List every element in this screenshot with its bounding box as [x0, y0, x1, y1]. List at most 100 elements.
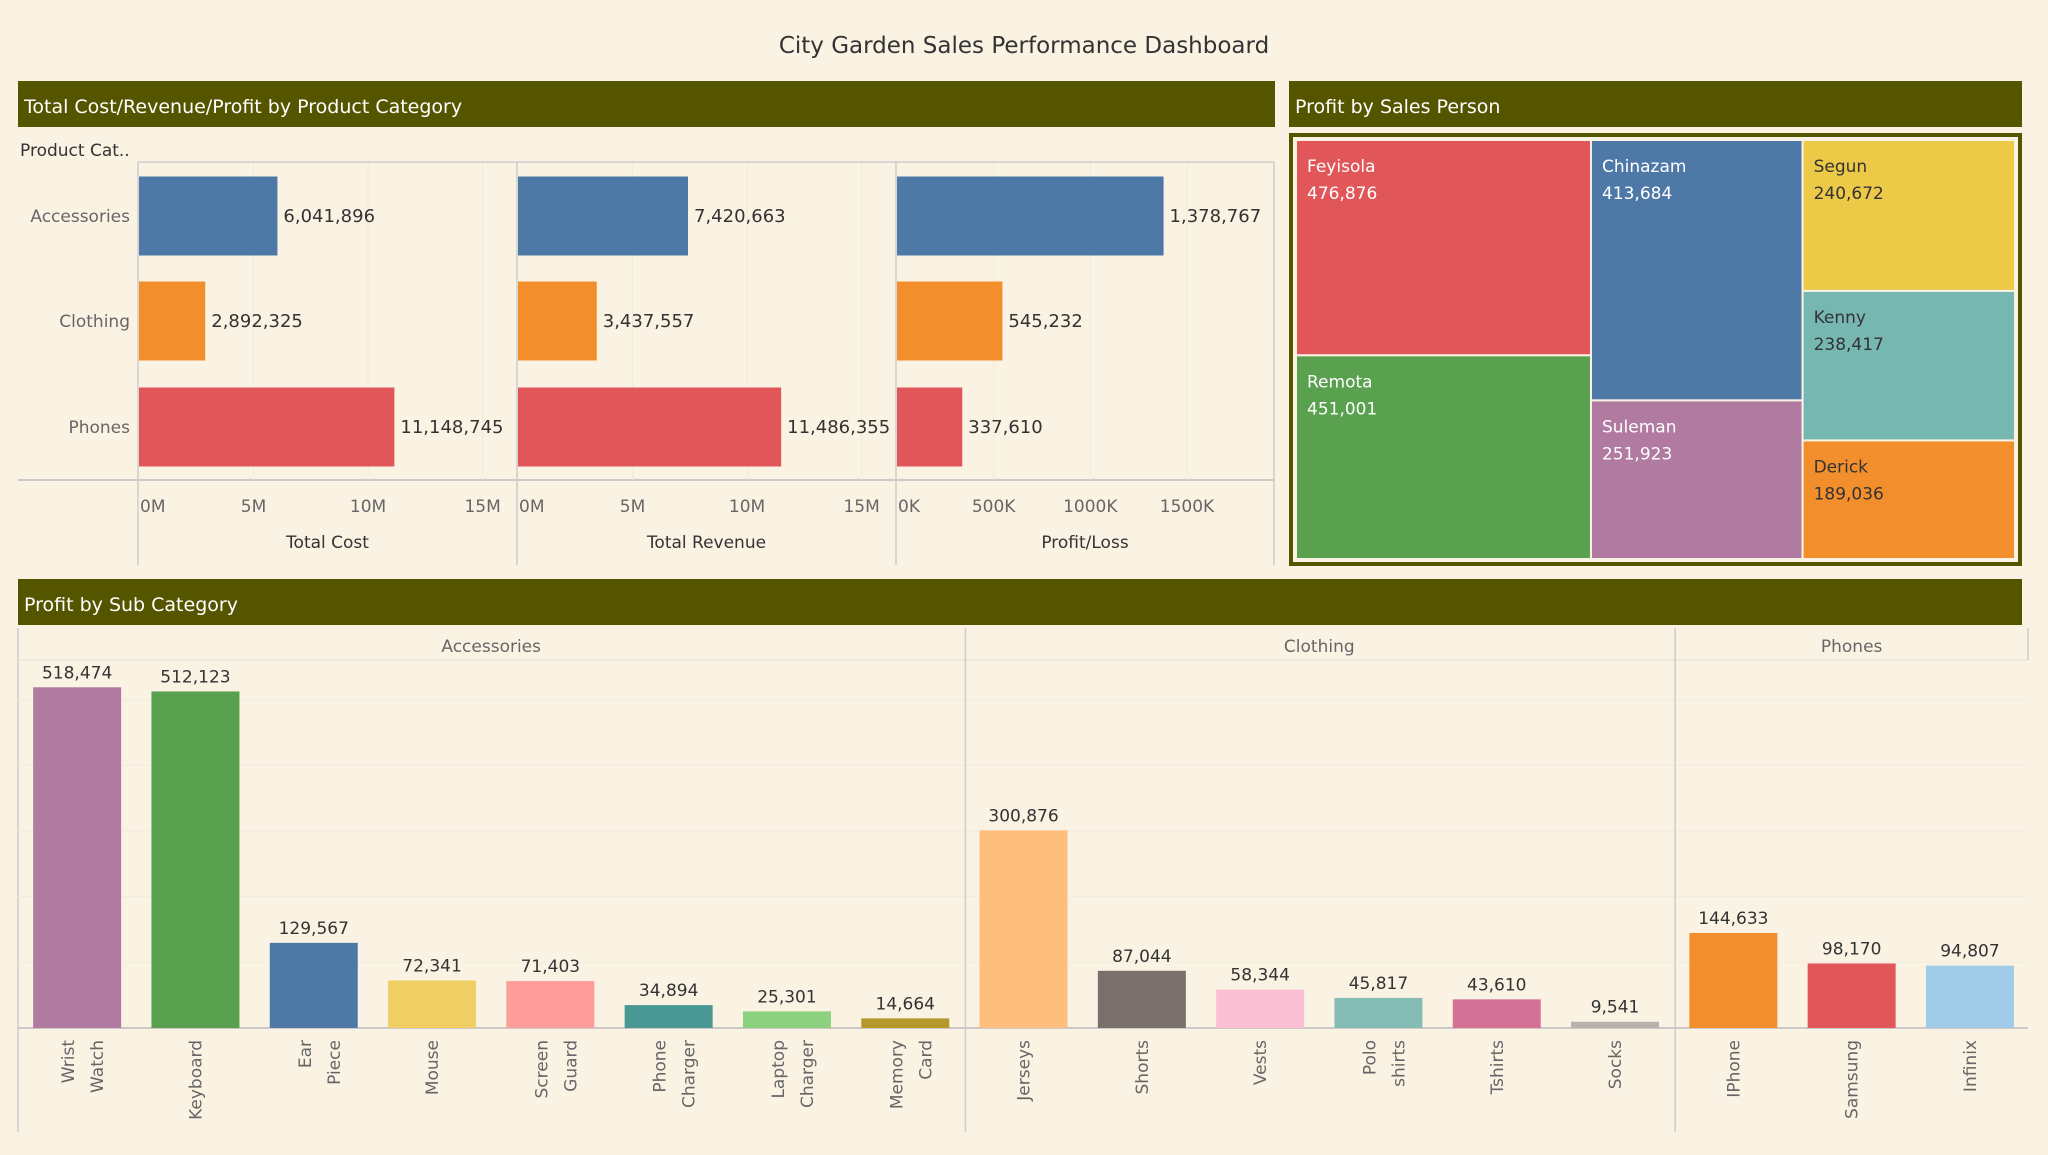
tick-label-profit-loss: 1500K	[1160, 497, 1215, 517]
tick-label-profit-loss: 500K	[972, 497, 1016, 517]
axis-label-wrist-watch: Wrist Watch	[59, 1040, 108, 1093]
data-label-total-cost-clothing: 2,892,325	[211, 311, 303, 332]
tick-label-total-revenue: 5M	[620, 497, 645, 517]
axis-label-jerseys: Jerseys	[1015, 1040, 1035, 1102]
treemap-value-derick: 189,036	[1814, 484, 1884, 504]
axis-label-line: Laptop	[769, 1040, 789, 1099]
data-label-screen-guard: 71,403	[521, 957, 580, 977]
axis-label-line: Ear	[296, 1040, 316, 1068]
axis-label-line: Screen	[532, 1040, 552, 1098]
treemap-name-derick: Derick	[1814, 457, 1869, 477]
data-label-profit-loss-accessories: 1,378,767	[1170, 206, 1262, 227]
treemap-name-suleman: Suleman	[1602, 417, 1677, 437]
category-panel-header	[18, 81, 1275, 127]
salesperson-panel-header	[1289, 81, 2022, 127]
data-label-infinix: 94,807	[1940, 942, 1999, 962]
data-label-samsung: 98,170	[1822, 939, 1881, 959]
tick-label-profit-loss: 1000K	[1063, 497, 1118, 517]
treemap-name-segun: Segun	[1814, 157, 1868, 177]
treemap-value-chinazam: 413,684	[1602, 184, 1672, 204]
tick-label-total-revenue: 0M	[519, 497, 544, 517]
data-label-tshirts: 43,610	[1467, 975, 1526, 995]
bar-memory-card	[861, 1018, 950, 1028]
bar-keyboard	[151, 691, 240, 1028]
data-label-phone-charger: 34,894	[639, 981, 698, 1001]
axis-label-socks: Socks	[1606, 1040, 1626, 1089]
salesperson-treemap: Feyisola 476,876 Remota 451,001 Chinazam 413,…	[1295, 139, 2017, 561]
dashboard-title: City Garden Sales Performance Dashboard	[779, 33, 1269, 59]
group-header-clothing: Clothing	[1284, 637, 1355, 657]
bar-total-cost-phones	[139, 387, 395, 467]
treemap-cell-kenny	[1801, 289, 2017, 442]
axis-label-line: Phone	[651, 1040, 671, 1093]
treemap-value-suleman: 251,923	[1602, 444, 1672, 464]
bar-shorts	[1097, 970, 1186, 1028]
axis-label-polo-shirts: Polo shirts	[1360, 1040, 1409, 1087]
axis-label-tshirts: Tshirts	[1488, 1040, 1508, 1096]
bar-jerseys	[979, 830, 1068, 1028]
data-label-keyboard: 512,123	[160, 667, 230, 687]
data-label-socks: 9,541	[1591, 998, 1640, 1018]
data-label-total-cost-accessories: 6,041,896	[283, 206, 375, 227]
category-panel-title: Total Cost/Revenue/Profit by Product Cat…	[23, 96, 462, 118]
bar-vests	[1216, 989, 1305, 1028]
axis-label-samsung: Samsung	[1843, 1040, 1863, 1119]
subcategory-panel-title: Profit by Sub Category	[24, 594, 238, 616]
data-label-memory-card: 14,664	[876, 994, 935, 1014]
bar-ear-piece	[269, 942, 358, 1028]
treemap-cell-chinazam	[1589, 139, 1804, 402]
tick-label-total-cost: 15M	[464, 497, 500, 517]
treemap-name-remota: Remota	[1307, 372, 1373, 392]
data-label-profit-loss-phones: 337,610	[968, 417, 1042, 438]
bar-total-cost-accessories	[139, 176, 278, 256]
category-label-accessories: Accessories	[30, 207, 130, 227]
axis-label-phone-charger: Phone Charger	[651, 1040, 700, 1108]
treemap-value-feyisola: 476,876	[1307, 184, 1377, 204]
group-header-accessories: Accessories	[441, 637, 541, 657]
axis-label-line: Memory	[887, 1040, 907, 1109]
axis-label-vests: Vests	[1251, 1040, 1271, 1085]
bar-screen-guard	[506, 981, 595, 1028]
bar-mouse	[388, 980, 477, 1028]
axis-label-iphone: IPhone	[1724, 1040, 1744, 1098]
treemap-cell-feyisola	[1295, 139, 1592, 357]
axis-label-line: Card	[916, 1040, 936, 1080]
data-label-vests: 58,344	[1230, 966, 1289, 986]
tick-label-total-cost: 5M	[241, 497, 266, 517]
data-label-polo-shirts: 45,817	[1349, 974, 1408, 994]
data-label-mouse: 72,341	[402, 956, 461, 976]
treemap-frame	[1289, 133, 2022, 566]
treemap-cell-segun	[1801, 139, 2017, 292]
subcategory-panel-header	[18, 579, 2022, 625]
tick-label-total-cost: 10M	[350, 497, 386, 517]
bar-profit-loss-clothing	[897, 281, 1003, 361]
data-label-total-revenue-clothing: 3,437,557	[603, 311, 695, 332]
data-label-shorts: 87,044	[1112, 947, 1171, 967]
data-label-jerseys: 300,876	[988, 806, 1058, 826]
axis-label-line: shirts	[1389, 1040, 1409, 1087]
axis-label-laptop-charger: Laptop Charger	[769, 1040, 818, 1108]
tick-label-profit-loss: 0K	[898, 497, 921, 517]
bar-tshirts	[1452, 999, 1541, 1028]
data-label-total-revenue-phones: 11,486,355	[787, 417, 890, 438]
bar-total-revenue-phones	[518, 387, 782, 467]
subcategory-chart: Accessories 518,474 Wrist Watch 512,123 Keybo…	[17, 628, 2029, 1132]
axis-label-line: Piece	[325, 1040, 345, 1085]
axis-label-line: Guard	[561, 1040, 581, 1092]
treemap-value-segun: 240,672	[1814, 184, 1884, 204]
axis-label-shorts: Shorts	[1133, 1040, 1153, 1095]
data-label-profit-loss-clothing: 545,232	[1008, 311, 1082, 332]
data-label-iphone: 144,633	[1698, 909, 1768, 929]
axis-label-line: Watch	[88, 1040, 108, 1093]
bar-wrist-watch	[33, 687, 122, 1028]
treemap-value-remota: 451,001	[1307, 399, 1377, 419]
bar-samsung	[1807, 963, 1896, 1028]
bar-profit-loss-phones	[897, 387, 963, 467]
axis-label-memory-card: Memory Card	[887, 1040, 936, 1109]
axis-label-line: Wrist	[59, 1040, 79, 1084]
treemap-name-chinazam: Chinazam	[1602, 157, 1686, 177]
data-label-wrist-watch: 518,474	[42, 663, 112, 683]
data-label-ear-piece: 129,567	[279, 919, 349, 939]
